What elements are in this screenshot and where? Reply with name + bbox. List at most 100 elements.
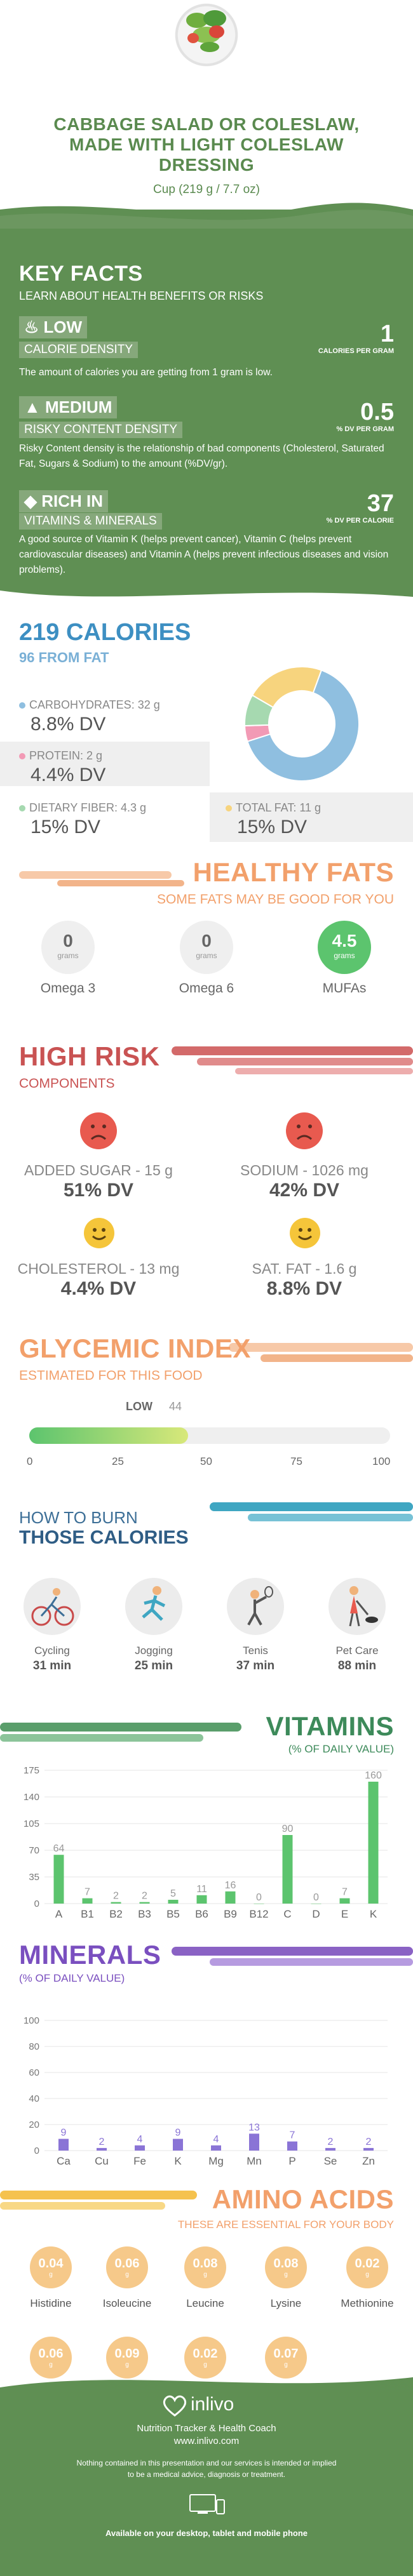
footer-url[interactable]: www.inlivo.com [173,2436,240,2446]
amino-badge: 0.02 g [184,2337,226,2379]
y-tick-label: 80 [29,2041,39,2052]
y-tick-label: 105 [24,1819,39,1829]
omega3-label: Omega 3 [40,981,96,996]
amino-unit: g [284,2361,288,2368]
fat-dv: 15% DV [237,817,308,838]
sad-face-icon [80,1112,117,1149]
glycemic-stripes [229,1343,413,1362]
cholesterol-label: CHOLESTEROL - 13 mg [17,1260,180,1277]
rich-in-value: 37 [367,490,394,517]
fiber-label: DIETARY FIBER: 4.3 g [19,801,146,815]
bar-Mg [211,2145,221,2151]
bar-value-label: 2 [142,1891,147,1902]
footer-disclaimer-2: to be a medical advice, diagnosis or tre… [127,2470,286,2479]
risk-stripes [172,1046,413,1074]
bar-value-label: 7 [290,2130,295,2141]
sad-face-icon [286,1112,323,1149]
calorie-density-label: CALORIE DENSITY [19,342,139,358]
omega6-bubble: 0 grams [180,921,233,974]
x-tick-label: A [55,1908,63,1920]
y-tick-label: 0 [34,2146,39,2156]
bar-Ca [58,2139,69,2151]
pet-care-label: Pet Care [335,1645,379,1657]
glycemic-subtitle: ESTIMATED FOR THIS FOOD [19,1368,203,1383]
y-tick-label: 140 [24,1792,39,1803]
burn-stripes [210,1502,413,1521]
bar-Cu [97,2147,107,2151]
added-sugar-label: ADDED SUGAR - 15 g [24,1162,173,1178]
pet-care-value: 88 min [337,1659,377,1672]
burn-title-line1: HOW TO BURN [19,1508,138,1527]
sodium-label: SODIUM - 1026 mg [240,1162,369,1178]
tennis-icon [227,1578,284,1635]
x-tick-label: Mg [208,2155,224,2167]
glycemic-title: GLYCEMIC INDEX [19,1333,251,1363]
amino-badge: 0.08 g [265,2246,307,2288]
x-tick-label: K [370,1908,377,1920]
burn-title-line2: THOSE CALORIES [19,1527,189,1548]
footer-available: Available on your desktop, tablet and mo… [105,2528,308,2538]
bar-B3 [139,1902,150,1904]
rich-in-label: VITAMINS & MINERALS [19,513,162,530]
glycemic-track [29,1427,390,1444]
x-tick-label: B9 [224,1908,237,1920]
footer-tagline: Nutrition Tracker & Health Coach [137,2423,276,2434]
amino-value: 0.06 [38,2347,64,2361]
amino-label: Isoleucine [102,2297,152,2309]
amino-value: 0.02 [193,2347,218,2361]
x-tick-label: E [341,1908,348,1920]
bar-Fe [135,2145,145,2151]
bar-B6 [196,1895,207,1904]
cycling-value: 31 min [32,1659,72,1672]
amino-badge: 0.06 g [30,2337,72,2379]
fiber-dot [19,805,25,811]
jogging-label: Jogging [135,1645,173,1657]
healthy-fats-subtitle: SOME FATS MAY BE GOOD FOR YOU [156,892,394,907]
amino-badge: 0.02 g [346,2246,388,2288]
happy-face-icon [84,1218,114,1248]
omega3-bubble: 0 grams [41,921,95,974]
bar-value-label: 2 [366,2137,372,2147]
x-tick-label: Zn [362,2155,375,2167]
key-facts-heading: KEY FACTS [19,262,143,286]
bar-value-label: 11 [196,1884,207,1895]
bar-A [53,1855,64,1904]
header: CABBAGE SALAD OR COLESLAW, MADE WITH LIG… [0,0,413,196]
x-tick-label: Mn [247,2155,262,2167]
wave-divider [0,203,413,229]
y-tick-label: 35 [29,1872,39,1883]
flame-icon: ♨ [24,317,39,337]
bar-Mn [249,2133,259,2151]
bar-value-label: 2 [99,2137,105,2147]
bar-value-label: 5 [170,1888,176,1899]
footer-brand: inlivo [191,2394,234,2415]
calorie-density-unit: CALORIES PER GRAM [318,347,394,355]
high-risk-title: HIGH RISK [19,1041,160,1071]
calorie-density-level-text: LOW [43,317,83,337]
amino-unit: g [49,2361,53,2368]
x-tick-label: B12 [249,1908,268,1920]
minerals-subtitle: (% OF DAILY VALUE) [19,1972,125,1984]
protein-band [0,742,210,786]
amino-value: 0.04 [38,2257,64,2271]
amino-badge: 0.04 g [30,2246,72,2288]
serving-size: Cup (219 g / 7.7 oz) [153,183,260,196]
minerals-title: MINERALS [19,1940,161,1970]
y-tick-label: 20 [29,2119,39,2130]
added-sugar-dv: 51% DV [63,1180,134,1201]
donut-slice-carbs [247,669,360,782]
amino-badge: 0.09 g [106,2337,148,2379]
devices-icon [187,2492,226,2518]
mufas-unit: grams [334,951,355,960]
risky-content-text: Risky Content density is the relationshi… [19,443,384,469]
bar-K [173,2139,183,2151]
bar-value-label: 4 [213,2134,219,2145]
bar-B5 [168,1900,179,1904]
gi-tick: 0 [27,1455,33,1467]
y-tick-label: 0 [34,1899,39,1909]
omega3-unit: grams [57,951,79,960]
amino-unit: g [203,2271,207,2278]
bar-value-label: 7 [85,1887,90,1898]
x-tick-label: Cu [95,2155,109,2167]
risky-content-level-text: MEDIUM [44,397,112,417]
